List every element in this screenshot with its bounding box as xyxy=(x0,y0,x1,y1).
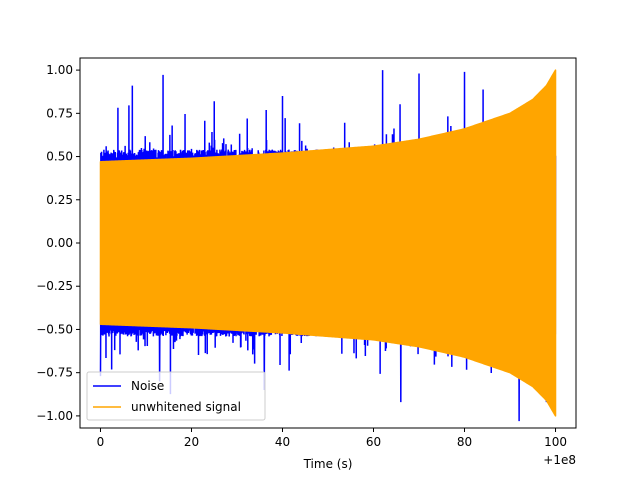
x-axis-title: Time (s) xyxy=(303,457,353,471)
legend-label-unwhitened-signal: unwhitened signal xyxy=(131,400,241,414)
x-axis: 0 20 40 60 80 100 xyxy=(97,428,567,449)
y-tick-label: 0.00 xyxy=(46,236,73,250)
x-tick-label: 100 xyxy=(544,435,567,449)
y-tick-label: −0.50 xyxy=(36,322,73,336)
x-offset-label: +1e8 xyxy=(543,453,576,467)
x-tick-label: 60 xyxy=(366,435,381,449)
y-axis: 1.00 0.75 0.50 0.25 0.00 −0.25 −0.50 −0.75 −1.00 xyxy=(36,63,80,423)
legend-box xyxy=(86,371,266,421)
x-tick-label: 40 xyxy=(275,435,290,449)
series-line-unwhitened-signal xyxy=(99,69,557,417)
y-tick-label: 0.50 xyxy=(46,150,73,164)
y-tick-label: −0.25 xyxy=(36,279,73,293)
legend: Noise unwhitened signal xyxy=(86,371,266,421)
x-tick-label: 0 xyxy=(97,435,105,449)
legend-label-noise: Noise xyxy=(131,379,164,393)
y-tick-label: −1.00 xyxy=(36,409,73,423)
series-layer xyxy=(99,69,557,422)
y-tick-label: 1.00 xyxy=(46,63,73,77)
y-tick-label: 0.75 xyxy=(46,106,73,120)
y-tick-label: −0.75 xyxy=(36,366,73,380)
x-tick-label: 80 xyxy=(457,435,472,449)
x-tick-label: 20 xyxy=(184,435,199,449)
y-tick-label: 0.25 xyxy=(46,193,73,207)
